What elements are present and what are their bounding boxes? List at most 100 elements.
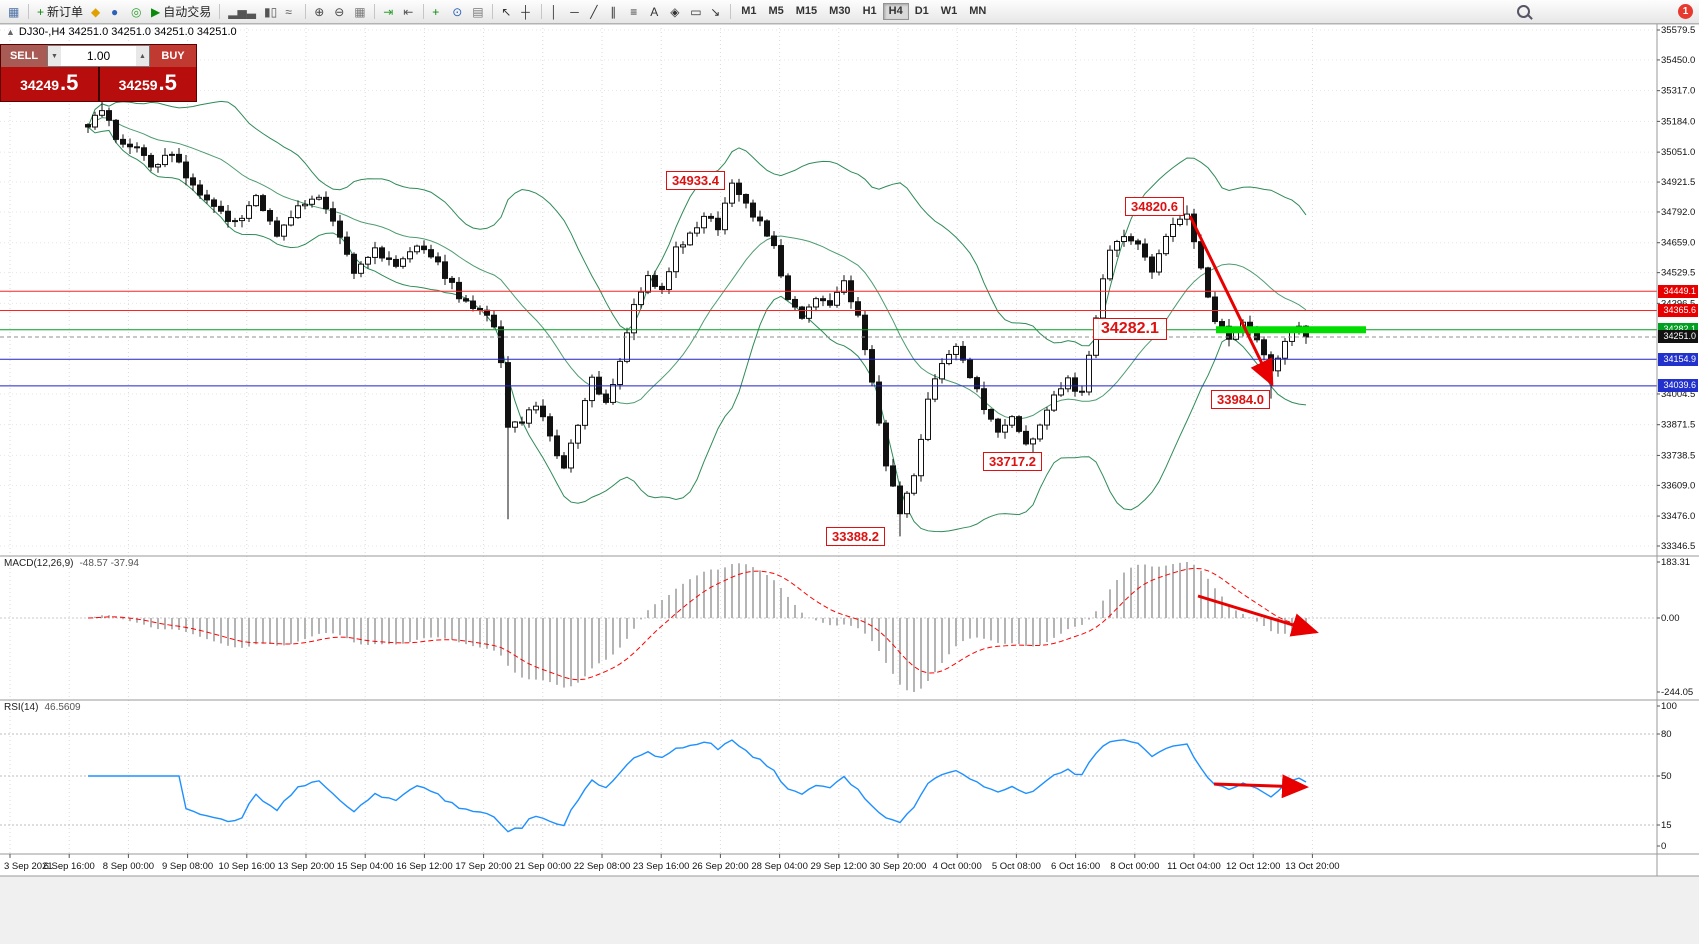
notification-badge[interactable]: 1 [1678, 4, 1693, 19]
time-axis-label: 22 Sep 08:00 [574, 861, 631, 872]
time-axis-label: 4 Oct 00:00 [933, 861, 982, 872]
macd-histogram [94, 562, 1307, 692]
timeframe-m30[interactable]: M30 [823, 3, 856, 20]
time-axis-label: 13 Oct 20:00 [1285, 861, 1339, 872]
text-icon[interactable]: A [646, 2, 666, 22]
horizontal-line-icon: ─ [570, 4, 579, 19]
cursor-icon[interactable]: ↖ [497, 2, 517, 22]
time-axis-label: 13 Sep 20:00 [278, 861, 335, 872]
time-axis-label: 3 Sep 2021 [4, 861, 53, 872]
chart-line-icon[interactable]: ≈ [281, 2, 301, 22]
trend-arrow-2[interactable] [1197, 594, 1319, 637]
new-order-button-label: 新订单 [47, 5, 84, 19]
axis-tick: 33871.5 [1661, 420, 1695, 431]
zoom-in-icon: ⊕ [314, 4, 325, 19]
chart-bars-icon: ▂▅▃ [228, 4, 256, 19]
add-indicator-icon[interactable]: + [428, 2, 448, 22]
trend-arrow-3[interactable] [1213, 774, 1309, 799]
time-axis-label: 6 Oct 16:00 [1051, 861, 1100, 872]
auto-trading-button-label: 自动交易 [163, 5, 212, 19]
chart-shift-icon[interactable]: ⇤ [399, 2, 419, 22]
timeframe-w1[interactable]: W1 [935, 3, 964, 20]
tile-windows-icon[interactable]: ▦ [350, 2, 370, 22]
price-annotation[interactable]: 34282.1 [1093, 318, 1167, 340]
zoom-out-icon: ⊖ [334, 4, 345, 19]
chart-window-icon[interactable]: ▦ [4, 2, 24, 22]
profile-icon: ● [111, 4, 119, 19]
toolbar-separator [730, 4, 732, 19]
crosshair-icon[interactable]: ┼ [517, 2, 537, 22]
axis-tick: 33346.5 [1661, 541, 1695, 552]
periods-icon: ⊙ [452, 4, 463, 19]
axis-tick: 34529.5 [1661, 268, 1695, 279]
trend-arrow-1[interactable] [1188, 215, 1274, 387]
time-axis-label: 17 Sep 20:00 [455, 861, 512, 872]
axis-tick: 35184.0 [1661, 116, 1695, 127]
shapes-icon[interactable]: ▭ [686, 2, 706, 22]
fibonacci-icon[interactable]: ≡ [626, 2, 646, 22]
buy-price-int: 34259 [118, 77, 158, 93]
time-axis-label: 11 Oct 04:00 [1167, 861, 1221, 872]
trendline-icon: ╱ [590, 4, 598, 19]
sell-price[interactable]: 34249.5 [1, 67, 98, 101]
volume-stepper[interactable]: ▼ 1.00 ▲ [47, 45, 150, 67]
chart-candles-icon: ▮▯ [263, 4, 278, 19]
chart-line-icon: ≈ [285, 4, 292, 19]
axis-tick: 80 [1661, 729, 1672, 740]
auto-scroll-icon[interactable]: ⇥ [379, 2, 399, 22]
templates-icon: ▤ [472, 4, 484, 19]
zoom-in-icon[interactable]: ⊕ [310, 2, 330, 22]
timeframe-mn[interactable]: MN [963, 3, 992, 20]
price-annotation[interactable]: 33717.2 [983, 452, 1042, 471]
timeframe-h4[interactable]: H4 [882, 3, 909, 20]
periods-icon[interactable]: ⊙ [448, 2, 468, 22]
search-icon[interactable] [1517, 5, 1530, 18]
horizontal-line-icon[interactable]: ─ [566, 2, 586, 22]
auto-trading-button: ▶ [151, 4, 161, 19]
templates-icon[interactable]: ▤ [468, 2, 488, 22]
price-annotation[interactable]: 34820.6 [1125, 197, 1184, 216]
fibonacci-icon: ≡ [630, 4, 638, 19]
timeframe-m5[interactable]: M5 [762, 3, 789, 20]
axis-tick: 35579.5 [1661, 25, 1695, 36]
profile-icon[interactable]: ● [107, 2, 127, 22]
zoom-out-icon[interactable]: ⊖ [330, 2, 350, 22]
sell-price-int: 34249 [20, 77, 60, 93]
buy-price[interactable]: 34259.5 [100, 67, 197, 101]
price-annotation[interactable]: 33388.2 [826, 527, 885, 546]
timeframe-m15[interactable]: M15 [790, 3, 823, 20]
axis-tick: 34004.5 [1661, 389, 1695, 400]
time-axis-label: 16 Sep 12:00 [396, 861, 453, 872]
price-annotation[interactable]: 34933.4 [666, 171, 725, 190]
axis-tick: 35317.0 [1661, 86, 1695, 97]
auto-trading-button[interactable]: ▶ 自动交易 [147, 2, 215, 22]
time-axis-label: 28 Sep 04:00 [751, 861, 808, 872]
time-axis-label: 29 Sep 12:00 [811, 861, 868, 872]
volume-decrease-button[interactable]: ▼ [48, 46, 61, 66]
toolbar-separator [28, 4, 29, 19]
volume-increase-button[interactable]: ▲ [136, 46, 149, 66]
timeframe-h1[interactable]: H1 [857, 3, 883, 20]
chart-candles-icon[interactable]: ▮▯ [260, 2, 281, 22]
new-order-button[interactable]: + 新订单 [33, 2, 87, 22]
axis-tick: 34396.5 [1661, 298, 1695, 309]
arrows-icon[interactable]: ↘ [706, 2, 726, 22]
volume-value[interactable]: 1.00 [86, 49, 111, 63]
price-annotation[interactable]: 33984.0 [1211, 390, 1270, 409]
vertical-line-icon[interactable]: │ [546, 2, 566, 22]
trendline-icon[interactable]: ╱ [586, 2, 606, 22]
time-axis-label: 15 Sep 04:00 [337, 861, 394, 872]
timeframe-d1[interactable]: D1 [909, 3, 935, 20]
timeframe-m1[interactable]: M1 [735, 3, 762, 20]
label-icon[interactable]: ◈ [666, 2, 686, 22]
market-icon[interactable]: ◆ [87, 2, 107, 22]
arrows-icon: ↘ [710, 4, 721, 19]
buy-price-frac: .5 [158, 70, 177, 95]
sell-button[interactable]: SELL [1, 45, 47, 67]
community-icon[interactable]: ◎ [127, 2, 147, 22]
channel-icon[interactable]: ∥ [606, 2, 626, 22]
chart-bars-icon[interactable]: ▂▅▃ [224, 2, 260, 22]
buy-button[interactable]: BUY [150, 45, 196, 67]
auto-scroll-icon: ⇥ [383, 4, 394, 19]
